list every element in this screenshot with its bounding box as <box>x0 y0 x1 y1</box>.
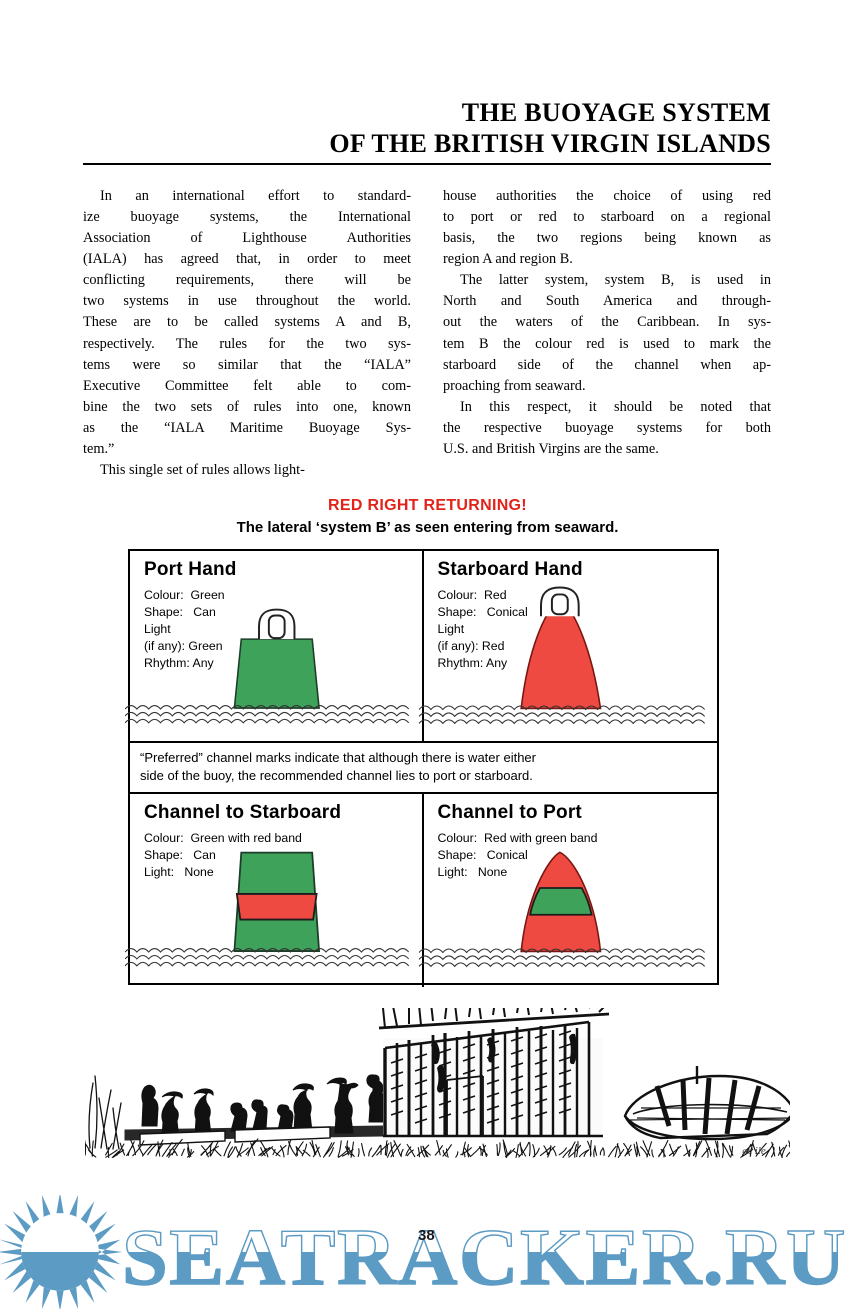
svg-text:ac ile: ac ile <box>740 1145 766 1157</box>
